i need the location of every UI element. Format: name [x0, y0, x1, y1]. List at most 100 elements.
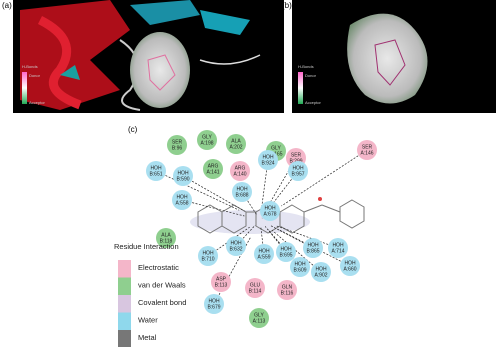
residue-chain: A:141 — [206, 169, 219, 175]
residue-name: HOH — [332, 242, 344, 248]
residue-chain: B:116 — [281, 290, 294, 296]
residue-name: HOH — [176, 194, 188, 200]
residue-name: HOH — [280, 246, 292, 252]
residue-chain: A:558 — [175, 200, 188, 206]
residue-chain: B:924 — [261, 160, 274, 166]
residue-chain: B:695 — [279, 252, 292, 258]
residue-name: HOH — [264, 205, 276, 211]
panel-label: (a) — [2, 1, 12, 10]
residue-circle — [288, 161, 308, 181]
residue-circle — [303, 238, 323, 258]
residue-circle — [172, 190, 192, 210]
residue-circle — [232, 182, 252, 202]
residue-circle — [311, 262, 331, 282]
interaction-line — [271, 230, 322, 273]
residue-circle — [245, 278, 265, 298]
residue-chain: A:113 — [253, 318, 266, 324]
interaction-line — [266, 157, 297, 208]
residue-name: HOH — [262, 154, 274, 160]
ribbons — [20, 0, 261, 111]
residue-name: ALA — [161, 232, 171, 238]
residue-circle — [204, 294, 224, 314]
residue-chain: A:146 — [360, 150, 373, 156]
residue-name: HOH — [258, 248, 270, 254]
residue-circle — [173, 166, 193, 186]
residue-name: HOH — [344, 260, 356, 266]
residue-circle — [290, 257, 310, 277]
legend-label: van der Waals — [138, 280, 186, 289]
residue-circle — [276, 242, 296, 262]
residue-chain: A:198 — [200, 140, 213, 146]
residue-name: GLY — [254, 312, 264, 318]
residue-name: HOH — [202, 250, 214, 256]
hbond-title: H-Bonds — [298, 64, 314, 69]
panel-label: (b) — [282, 1, 292, 10]
residue-name: GLU — [250, 282, 261, 288]
residue-chain: B:609 — [293, 267, 306, 273]
residue-chain: B:113 — [215, 282, 228, 288]
residue-chain: A:678 — [263, 211, 276, 217]
molecule — [190, 197, 365, 234]
residue-chain: A:202 — [229, 144, 242, 150]
interaction-line — [275, 225, 339, 249]
legend-swatch — [118, 295, 131, 313]
residue-name: HOH — [150, 165, 162, 171]
hbond-title: H-Bonds — [22, 64, 38, 69]
surface — [347, 13, 428, 104]
residue-circle — [226, 236, 246, 256]
legend-swatch — [118, 277, 131, 295]
legend-swatch — [118, 330, 131, 347]
residue-chain: B:865 — [306, 248, 319, 254]
residue-chain: B:688 — [235, 192, 248, 198]
residue-chain: B:118 — [160, 238, 173, 244]
interaction-line — [281, 149, 368, 207]
hbond-donor: Donor — [305, 73, 317, 78]
residue-name: HOH — [292, 165, 304, 171]
residue-chain: A:714 — [331, 248, 344, 254]
residue-circle — [197, 130, 217, 150]
residue-circle — [146, 161, 166, 181]
residue-chain: B:957 — [291, 171, 304, 177]
legend-label: Electrostatic — [138, 263, 179, 272]
residue-chain: B:114 — [249, 288, 262, 294]
interaction-line — [181, 199, 245, 217]
residue-chain: B:710 — [201, 256, 214, 262]
residue-circle — [328, 238, 348, 258]
legend-label: Water — [138, 315, 158, 324]
legend-swatch — [118, 312, 131, 330]
residue-chain: B:632 — [229, 246, 242, 252]
hbond-acceptor: Acceptor — [29, 100, 45, 105]
hbond-donor: Donor — [29, 73, 41, 78]
residue-chain: A:140 — [233, 171, 246, 177]
residue-name: GLN — [282, 284, 293, 290]
residue-name: HOH — [236, 186, 248, 192]
residue-circle — [226, 134, 246, 154]
residue-chain: B:590 — [176, 176, 189, 182]
hbond-acceptor: Acceptor — [305, 100, 321, 105]
residue-circle — [198, 246, 218, 266]
